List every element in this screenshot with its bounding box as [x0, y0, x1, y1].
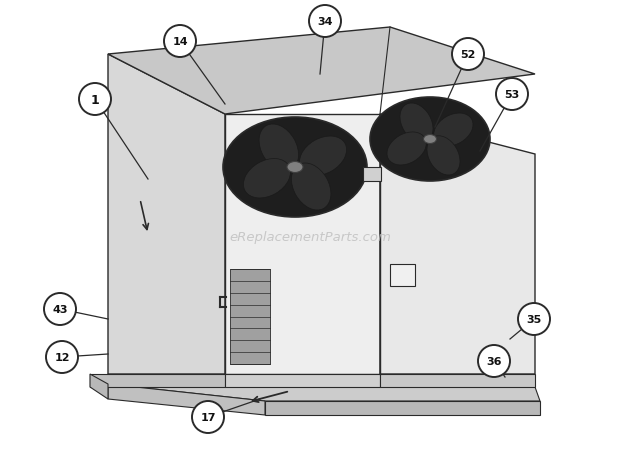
Polygon shape [108, 55, 225, 374]
Polygon shape [380, 374, 535, 387]
Ellipse shape [387, 133, 426, 166]
Ellipse shape [423, 135, 436, 144]
Circle shape [518, 303, 550, 335]
Text: 36: 36 [486, 356, 502, 366]
Circle shape [46, 341, 78, 373]
Polygon shape [225, 374, 380, 387]
Ellipse shape [299, 137, 347, 176]
Text: 34: 34 [317, 17, 333, 27]
Polygon shape [108, 28, 535, 115]
Circle shape [164, 26, 196, 58]
Text: 14: 14 [172, 37, 188, 47]
Ellipse shape [287, 162, 303, 173]
Circle shape [44, 293, 76, 325]
Polygon shape [230, 269, 270, 364]
Bar [390, 264, 415, 286]
Ellipse shape [291, 164, 331, 211]
Text: 43: 43 [52, 304, 68, 314]
Text: 12: 12 [55, 352, 70, 362]
Polygon shape [265, 401, 540, 415]
Polygon shape [380, 115, 535, 374]
Ellipse shape [400, 104, 433, 143]
Polygon shape [90, 374, 225, 387]
Text: 35: 35 [526, 314, 542, 324]
Text: 53: 53 [505, 90, 520, 100]
Ellipse shape [434, 114, 473, 147]
Text: 17: 17 [200, 412, 216, 422]
Ellipse shape [427, 136, 460, 176]
Circle shape [192, 401, 224, 433]
Circle shape [452, 39, 484, 71]
Polygon shape [108, 374, 540, 401]
Text: eReplacementParts.com: eReplacementParts.com [229, 231, 391, 244]
Ellipse shape [223, 118, 367, 217]
Ellipse shape [259, 125, 298, 172]
Polygon shape [90, 374, 108, 399]
Ellipse shape [244, 159, 290, 198]
Circle shape [478, 345, 510, 377]
Ellipse shape [370, 98, 490, 182]
Circle shape [79, 84, 111, 116]
Text: 1: 1 [91, 93, 99, 106]
Polygon shape [225, 115, 380, 374]
Circle shape [309, 6, 341, 38]
Circle shape [496, 79, 528, 111]
Polygon shape [108, 384, 265, 415]
Text: 52: 52 [460, 50, 476, 60]
Bar [363, 167, 381, 182]
